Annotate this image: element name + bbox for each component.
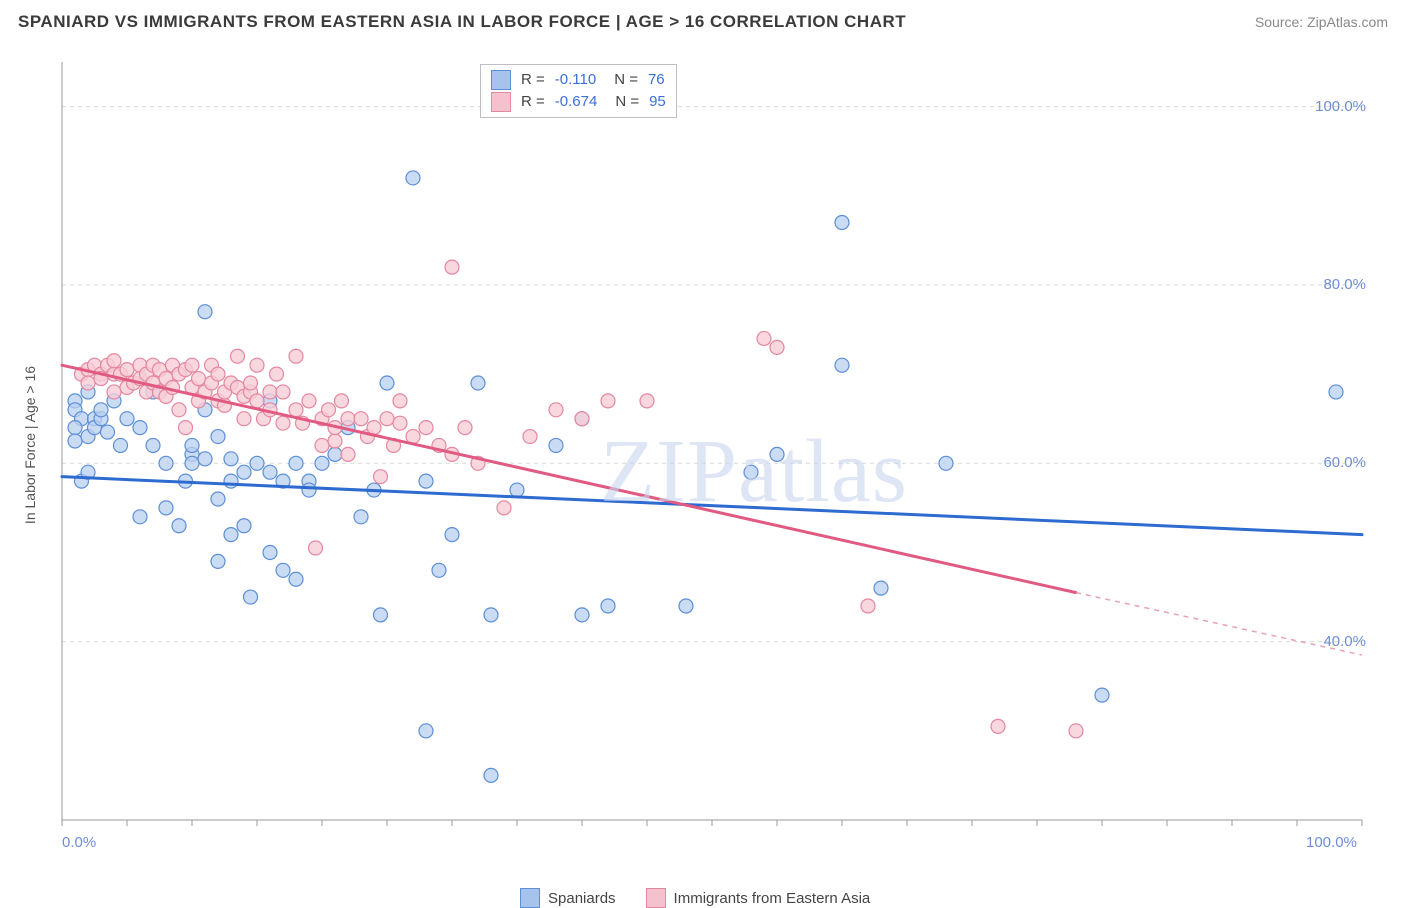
y-tick-label: 100.0%: [1306, 98, 1366, 115]
chart-title: SPANIARD VS IMMIGRANTS FROM EASTERN ASIA…: [18, 12, 906, 32]
series-legend: Spaniards Immigrants from Eastern Asia: [520, 888, 870, 908]
scatter-chart: [40, 50, 1380, 840]
r-value: -0.110: [555, 69, 596, 91]
y-tick-label: 80.0%: [1306, 276, 1366, 293]
legend-row: R = -0.110 N = 76: [491, 69, 666, 91]
y-axis-label: In Labor Force | Age > 16: [22, 366, 38, 524]
legend-item: Spaniards: [520, 888, 616, 908]
r-label: R =: [521, 69, 545, 91]
r-value: -0.674: [555, 91, 598, 113]
correlation-legend: R = -0.110 N = 76 R = -0.674 N = 95: [480, 64, 677, 118]
y-tick-label: 60.0%: [1306, 454, 1366, 471]
legend-item: Immigrants from Eastern Asia: [646, 888, 871, 908]
r-label: R =: [521, 91, 545, 113]
legend-label: Spaniards: [548, 890, 616, 907]
y-tick-label: 40.0%: [1306, 633, 1366, 650]
x-tick-label: 100.0%: [1306, 834, 1357, 851]
x-tick-label: 0.0%: [62, 834, 96, 851]
legend-swatch: [520, 888, 540, 908]
n-value: 95: [649, 91, 666, 113]
n-label: N =: [614, 69, 638, 91]
legend-row: R = -0.674 N = 95: [491, 91, 666, 113]
legend-swatch: [491, 92, 511, 112]
n-label: N =: [615, 91, 639, 113]
n-value: 76: [648, 69, 665, 91]
title-bar: SPANIARD VS IMMIGRANTS FROM EASTERN ASIA…: [0, 0, 1406, 38]
legend-label: Immigrants from Eastern Asia: [674, 890, 871, 907]
legend-swatch: [491, 70, 511, 90]
source-label: Source: ZipAtlas.com: [1255, 14, 1388, 30]
legend-swatch: [646, 888, 666, 908]
chart-container: In Labor Force | Age > 16 ZIPatlas R =-0…: [40, 50, 1380, 840]
